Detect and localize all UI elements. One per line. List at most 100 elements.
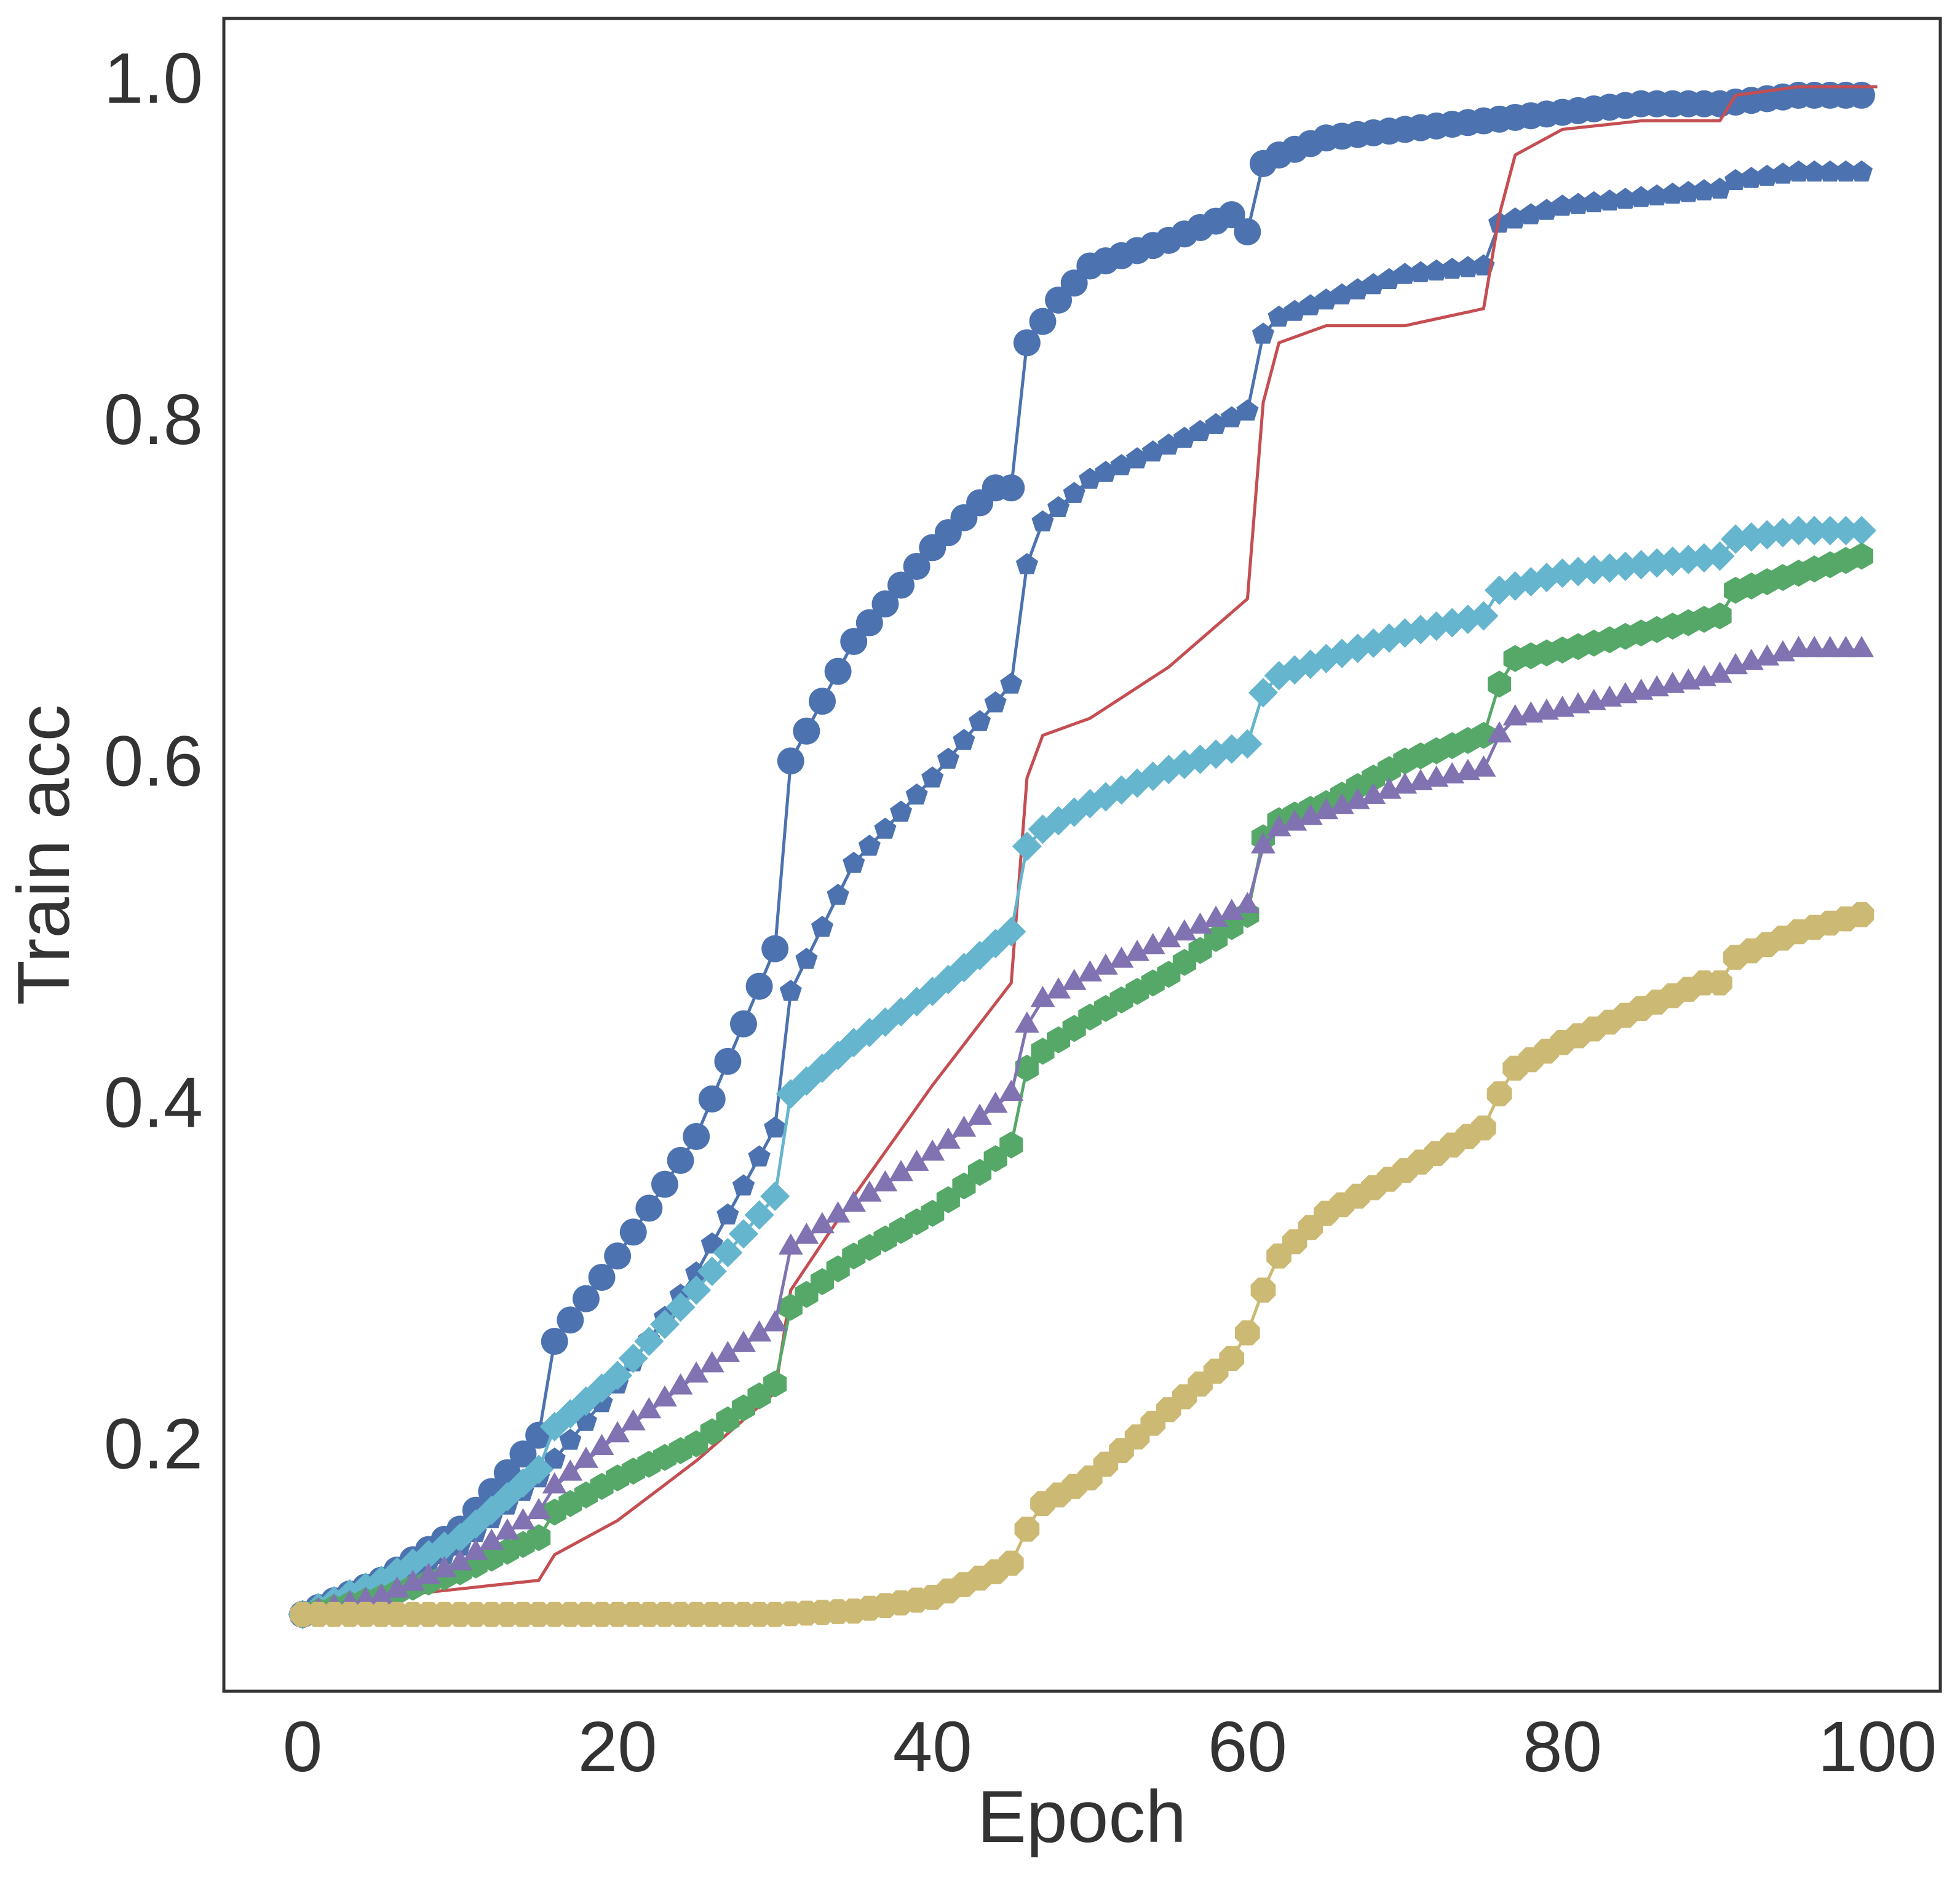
octagon-marker bbox=[1250, 1277, 1276, 1303]
diamond-marker bbox=[665, 1292, 696, 1322]
hexagon-marker bbox=[1488, 670, 1512, 698]
x-tick-label: 40 bbox=[893, 1707, 972, 1787]
diamond-marker bbox=[1012, 831, 1042, 862]
pentagon-marker bbox=[1409, 261, 1432, 282]
triangle-marker bbox=[999, 1079, 1024, 1101]
pentagon-marker bbox=[1456, 256, 1479, 277]
triangle-marker bbox=[747, 1320, 772, 1342]
circle-marker bbox=[667, 1146, 694, 1174]
triangle-marker bbox=[810, 1212, 835, 1234]
pentagon-marker bbox=[1157, 433, 1180, 455]
triangle-marker bbox=[384, 1576, 410, 1598]
circle-marker bbox=[619, 1218, 647, 1246]
triangle-marker bbox=[1077, 960, 1103, 982]
triangle-marker bbox=[841, 1191, 867, 1212]
pentagon-marker bbox=[685, 1261, 708, 1283]
diamond-marker bbox=[1783, 515, 1814, 546]
pentagon-marker bbox=[1819, 160, 1841, 182]
circle-marker bbox=[651, 1170, 678, 1198]
diamond-marker bbox=[1705, 541, 1735, 571]
triangle-marker bbox=[605, 1421, 630, 1443]
triangle-marker bbox=[369, 1583, 394, 1605]
triangle-marker bbox=[668, 1373, 693, 1395]
circle-marker bbox=[793, 717, 820, 745]
circle-marker bbox=[509, 1440, 537, 1468]
triangle-marker bbox=[684, 1361, 709, 1383]
x-axis-label: Epoch bbox=[977, 1776, 1186, 1858]
pentagon-marker bbox=[1692, 179, 1715, 200]
x-tick-label: 0 bbox=[283, 1707, 323, 1787]
circle-marker bbox=[1013, 329, 1041, 357]
triangle-marker bbox=[416, 1563, 441, 1584]
circle-marker bbox=[761, 935, 789, 962]
triangle-marker bbox=[1109, 946, 1134, 968]
pentagon-marker bbox=[1803, 160, 1826, 182]
triangle-marker bbox=[715, 1341, 740, 1362]
pentagon-marker bbox=[1094, 461, 1117, 482]
diamond-marker bbox=[1469, 601, 1499, 631]
diamond-marker bbox=[713, 1237, 743, 1268]
circle-marker bbox=[1045, 286, 1073, 314]
pentagon-marker bbox=[984, 691, 1007, 713]
diamond-marker bbox=[524, 1454, 554, 1485]
triangle-marker bbox=[825, 1201, 851, 1223]
triangle-marker bbox=[967, 1103, 992, 1125]
triangle-marker bbox=[794, 1223, 819, 1244]
pentagon-marker bbox=[1582, 191, 1605, 213]
diamond-marker bbox=[618, 1343, 648, 1373]
circle-marker bbox=[903, 552, 930, 580]
pentagon-marker bbox=[1850, 160, 1873, 182]
pentagon-marker bbox=[1126, 447, 1149, 469]
diamond-marker bbox=[760, 1181, 790, 1212]
circle-marker bbox=[809, 688, 836, 715]
triangle-marker bbox=[1802, 635, 1827, 657]
triangle-marker bbox=[1140, 932, 1165, 954]
triangle-marker bbox=[1282, 809, 1307, 831]
pentagon-marker bbox=[937, 747, 959, 769]
pentagon-marker bbox=[1646, 184, 1668, 205]
triangle-marker bbox=[479, 1528, 504, 1550]
pentagon-marker bbox=[1015, 553, 1038, 574]
y-tick-label: 0.2 bbox=[104, 1404, 203, 1484]
pentagon-marker bbox=[1299, 294, 1322, 315]
triangle-marker bbox=[889, 1160, 913, 1181]
pentagon-marker bbox=[1031, 510, 1054, 532]
octagon-marker bbox=[1014, 1517, 1040, 1542]
circle-marker bbox=[572, 1285, 600, 1312]
hexagon-marker bbox=[1849, 542, 1873, 570]
pentagon-marker bbox=[1661, 182, 1684, 204]
pentagon-marker bbox=[1708, 177, 1731, 199]
triangle-marker bbox=[731, 1330, 756, 1352]
pentagon-marker bbox=[732, 1174, 755, 1196]
pentagon-marker bbox=[1756, 164, 1779, 186]
hexagon-marker bbox=[1015, 1054, 1039, 1082]
triangle-marker bbox=[448, 1549, 472, 1571]
circle-marker bbox=[855, 609, 883, 637]
diamond-marker bbox=[1847, 515, 1876, 546]
x-axis-ticks: 0 20 40 60 80 100 bbox=[283, 1707, 1937, 1787]
triangle-marker bbox=[1061, 969, 1087, 990]
triangle-marker bbox=[653, 1385, 677, 1407]
x-tick-label: 20 bbox=[578, 1707, 657, 1787]
triangle-marker bbox=[1833, 635, 1859, 657]
diamond-marker bbox=[634, 1327, 664, 1356]
pentagon-marker bbox=[1236, 399, 1259, 421]
series-octagon-yellow bbox=[290, 902, 1875, 1627]
circle-marker bbox=[604, 1242, 632, 1270]
triangle-marker bbox=[621, 1409, 646, 1431]
pentagon-marker bbox=[827, 883, 849, 905]
pentagon-marker bbox=[559, 1429, 582, 1450]
triangle-marker bbox=[920, 1139, 945, 1161]
pentagon-marker bbox=[1551, 194, 1574, 216]
triangle-marker bbox=[574, 1446, 598, 1468]
triangle-marker bbox=[1015, 1011, 1039, 1033]
pentagon-marker bbox=[1173, 426, 1196, 448]
series-line-red bbox=[302, 85, 1878, 1616]
circle-marker bbox=[824, 657, 852, 685]
triangle-marker bbox=[1817, 635, 1843, 657]
triangle-marker bbox=[1266, 815, 1291, 836]
circle-marker bbox=[714, 1047, 742, 1075]
triangle-marker bbox=[1093, 953, 1118, 975]
plot-frame bbox=[222, 17, 1942, 1693]
